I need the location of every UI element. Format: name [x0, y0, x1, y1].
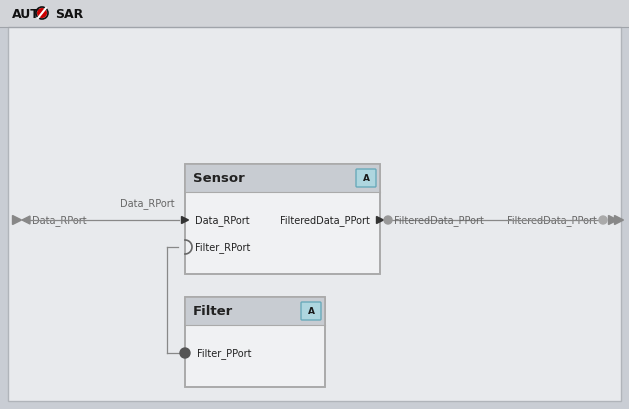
- Text: SAR: SAR: [55, 7, 83, 20]
- Polygon shape: [377, 217, 384, 224]
- Polygon shape: [615, 216, 623, 225]
- Text: Filter_RPort: Filter_RPort: [195, 242, 250, 253]
- Circle shape: [599, 216, 607, 225]
- Polygon shape: [608, 216, 618, 225]
- Text: Filter: Filter: [193, 305, 233, 318]
- Circle shape: [384, 216, 392, 225]
- Text: Sensor: Sensor: [193, 172, 245, 185]
- Bar: [185, 164, 380, 193]
- Bar: [185, 164, 380, 274]
- Text: Data_RPort: Data_RPort: [195, 215, 250, 226]
- Bar: [185, 297, 325, 387]
- Text: FilteredData_PPort: FilteredData_PPort: [394, 215, 484, 226]
- Text: Filter_PPort: Filter_PPort: [197, 348, 252, 359]
- FancyBboxPatch shape: [301, 302, 321, 320]
- Ellipse shape: [37, 9, 47, 19]
- Text: Data_RPort: Data_RPort: [120, 198, 175, 209]
- Polygon shape: [22, 216, 30, 225]
- Bar: [185, 297, 325, 325]
- FancyBboxPatch shape: [356, 170, 376, 188]
- Text: Data_RPort: Data_RPort: [32, 215, 87, 226]
- Text: A: A: [362, 174, 369, 183]
- Polygon shape: [182, 217, 189, 224]
- Bar: [0, 0, 629, 28]
- Text: FilteredData_PPort: FilteredData_PPort: [280, 215, 370, 226]
- Bar: [185, 164, 380, 274]
- Bar: [185, 297, 325, 387]
- Circle shape: [180, 348, 190, 358]
- Polygon shape: [13, 216, 21, 225]
- Text: A: A: [308, 307, 314, 316]
- Text: FilteredData_PPort: FilteredData_PPort: [507, 215, 597, 226]
- Text: AUT: AUT: [12, 7, 40, 20]
